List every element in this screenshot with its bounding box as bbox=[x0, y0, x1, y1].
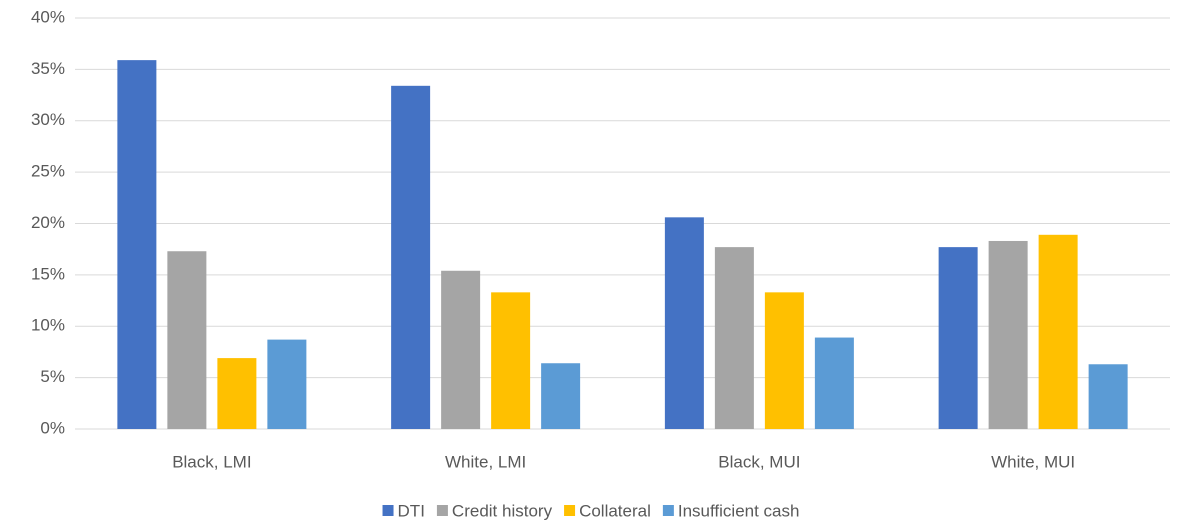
legend-swatch bbox=[662, 505, 674, 516]
bar bbox=[167, 251, 207, 429]
legend-swatch bbox=[436, 505, 448, 516]
x-tick-label: White, MUI bbox=[991, 452, 1075, 471]
legend-swatch bbox=[382, 505, 394, 516]
bar bbox=[391, 85, 431, 429]
bar bbox=[441, 270, 481, 429]
legend-swatch bbox=[564, 505, 576, 516]
bar bbox=[764, 292, 804, 429]
y-tick-label: 5% bbox=[40, 367, 65, 386]
bar bbox=[1038, 234, 1078, 429]
y-tick-label: 10% bbox=[31, 316, 65, 335]
bar bbox=[938, 247, 978, 429]
y-tick-label: 30% bbox=[31, 110, 65, 129]
y-tick-label: 25% bbox=[31, 162, 65, 181]
legend-label: Collateral bbox=[579, 501, 651, 520]
bar bbox=[814, 337, 854, 429]
bar bbox=[714, 247, 754, 429]
legend-label: Credit history bbox=[452, 501, 553, 520]
y-tick-label: 40% bbox=[31, 7, 65, 26]
bar bbox=[491, 292, 531, 429]
bar bbox=[217, 358, 257, 429]
bar bbox=[988, 240, 1028, 429]
legend-label: DTI bbox=[398, 501, 425, 520]
x-tick-label: Black, LMI bbox=[172, 452, 251, 471]
bar bbox=[1088, 364, 1128, 429]
bar bbox=[664, 217, 704, 429]
x-tick-label: Black, MUI bbox=[718, 452, 800, 471]
y-tick-label: 0% bbox=[40, 418, 65, 437]
y-tick-label: 15% bbox=[31, 264, 65, 283]
y-tick-label: 20% bbox=[31, 213, 65, 232]
bar bbox=[267, 339, 307, 429]
bar bbox=[541, 363, 581, 429]
x-tick-label: White, LMI bbox=[445, 452, 526, 471]
y-tick-label: 35% bbox=[31, 59, 65, 78]
bar bbox=[117, 60, 157, 429]
legend-label: Insufficient cash bbox=[678, 501, 800, 520]
